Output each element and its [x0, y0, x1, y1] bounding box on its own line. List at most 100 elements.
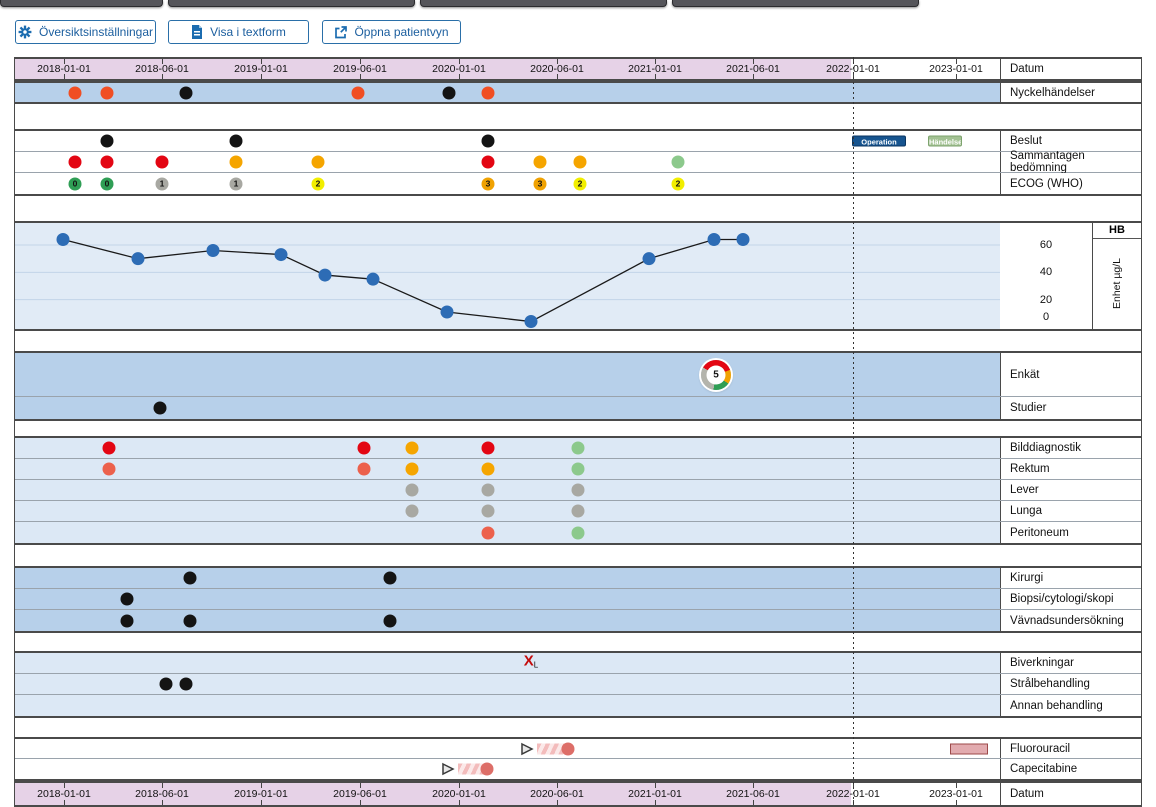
axis-tick — [162, 800, 163, 805]
event-dot[interactable] — [571, 504, 585, 518]
block-assessment: Operation Händelse Beslut Sammantagen bedöm… — [14, 129, 1142, 196]
browser-tab[interactable] — [672, 0, 919, 7]
browser-tab[interactable] — [420, 0, 667, 7]
event-dot[interactable] — [481, 526, 495, 539]
event-dot[interactable] — [102, 462, 116, 476]
ecog-score[interactable]: 1 — [155, 177, 169, 190]
event-dot[interactable] — [100, 155, 114, 169]
hb-ytick-label: 60 — [1039, 239, 1053, 251]
event-dot[interactable] — [442, 86, 456, 99]
axis-tick — [360, 74, 361, 79]
treatment-period-bar[interactable] — [458, 763, 487, 775]
hb-data-point[interactable] — [318, 268, 332, 282]
event-dot[interactable] — [229, 155, 243, 169]
browser-tab[interactable] — [0, 0, 163, 7]
open-patient-view-button[interactable]: Öppna patientvyn — [322, 20, 461, 44]
event-dot[interactable] — [573, 155, 587, 169]
event-dot[interactable] — [183, 614, 197, 627]
ecog-score[interactable]: 2 — [311, 177, 325, 190]
hb-data-point[interactable] — [56, 233, 70, 247]
event-dot[interactable] — [179, 86, 193, 99]
event-dot[interactable] — [481, 441, 495, 455]
event-dot[interactable] — [68, 86, 82, 99]
timeline-row: Lever — [15, 480, 1141, 501]
axis-tick-label: 2020-01-01 — [432, 63, 486, 75]
event-dot[interactable] — [383, 614, 397, 627]
event-dot[interactable] — [229, 134, 243, 148]
event-dot[interactable] — [533, 155, 547, 169]
hb-data-point[interactable] — [131, 252, 145, 266]
ecog-score[interactable]: 0 — [100, 177, 114, 190]
hb-line-chart — [15, 223, 1000, 329]
event-dot[interactable] — [571, 462, 585, 476]
event-dot[interactable] — [405, 504, 419, 518]
event-dot[interactable] — [481, 504, 495, 518]
event-dot[interactable] — [120, 614, 134, 627]
hb-unit-label: Enhet µg/L — [1111, 257, 1123, 309]
browser-tab[interactable] — [168, 0, 415, 7]
row-label: Kirurgi — [1000, 568, 1141, 588]
ecog-score[interactable]: 3 — [481, 177, 495, 190]
event-dot[interactable] — [311, 155, 325, 169]
event-dot[interactable] — [159, 677, 173, 691]
treatment-period-bar[interactable] — [537, 743, 568, 754]
event-dot[interactable] — [357, 462, 371, 476]
event-dot[interactable] — [183, 571, 197, 585]
hb-data-point[interactable] — [440, 305, 454, 319]
event-dot[interactable] — [571, 441, 585, 455]
event-dot[interactable] — [179, 677, 193, 691]
axis-tick — [956, 800, 957, 805]
event-dot[interactable] — [405, 441, 419, 455]
show-as-text-button[interactable]: Visa i textform — [168, 20, 309, 44]
ecog-score[interactable]: 2 — [573, 177, 587, 190]
event-dot[interactable] — [100, 134, 114, 148]
event-dot[interactable] — [405, 462, 419, 476]
event-dot[interactable] — [351, 86, 365, 99]
event-dot[interactable] — [481, 155, 495, 169]
event-dot[interactable] — [102, 441, 116, 455]
row-label: Vävnadsundersökning — [1000, 610, 1141, 631]
axis-tick-label: 2021-01-01 — [628, 63, 682, 75]
event-dot[interactable] — [120, 592, 134, 606]
hb-data-point[interactable] — [736, 233, 750, 247]
ecog-score[interactable]: 0 — [68, 177, 82, 190]
hb-data-point[interactable] — [642, 252, 656, 266]
event-dot[interactable] — [481, 86, 495, 99]
hb-data-point[interactable] — [206, 243, 220, 257]
timeline-row: Strålbehandling — [15, 674, 1141, 695]
timeline-row: Lunga — [15, 501, 1141, 522]
hb-data-point[interactable] — [274, 248, 288, 262]
survey-donut[interactable]: 5 — [701, 359, 731, 390]
treatment-end-dot[interactable] — [480, 762, 494, 776]
event-dot[interactable] — [383, 571, 397, 585]
event-dot[interactable] — [571, 483, 585, 497]
hb-data-point[interactable] — [524, 315, 538, 329]
ecog-score[interactable]: 2 — [671, 177, 685, 190]
adverse-event-x[interactable]: XL — [523, 652, 539, 670]
treatment-start-icon[interactable] — [520, 742, 534, 755]
ecog-score[interactable]: 3 — [533, 177, 547, 190]
event-dot[interactable] — [481, 462, 495, 476]
decision-badge[interactable]: Operation — [852, 135, 906, 147]
event-dot[interactable] — [671, 155, 685, 169]
block-surveys-studies: 5 Enkät Studier — [14, 351, 1142, 421]
event-dot[interactable] — [155, 155, 169, 169]
overview-settings-button[interactable]: Översiktsinställningar — [15, 20, 156, 44]
event-dot[interactable] — [68, 155, 82, 169]
event-dot[interactable] — [571, 526, 585, 539]
ecog-score[interactable]: 1 — [229, 177, 243, 190]
decision-badge[interactable]: Händelse — [928, 135, 962, 147]
event-dot[interactable] — [100, 86, 114, 99]
axis-tick — [557, 783, 558, 788]
event-dot[interactable] — [153, 401, 167, 415]
event-dot[interactable] — [405, 483, 419, 497]
axis-tick-label: 2019-01-01 — [234, 788, 288, 800]
event-dot[interactable] — [481, 134, 495, 148]
treatment-end-dot[interactable] — [561, 742, 575, 755]
event-dot[interactable] — [481, 483, 495, 497]
axis-tick — [360, 783, 361, 788]
hb-data-point[interactable] — [707, 233, 721, 247]
event-dot[interactable] — [357, 441, 371, 455]
hb-data-point[interactable] — [366, 272, 380, 286]
treatment-start-icon[interactable] — [441, 762, 455, 776]
